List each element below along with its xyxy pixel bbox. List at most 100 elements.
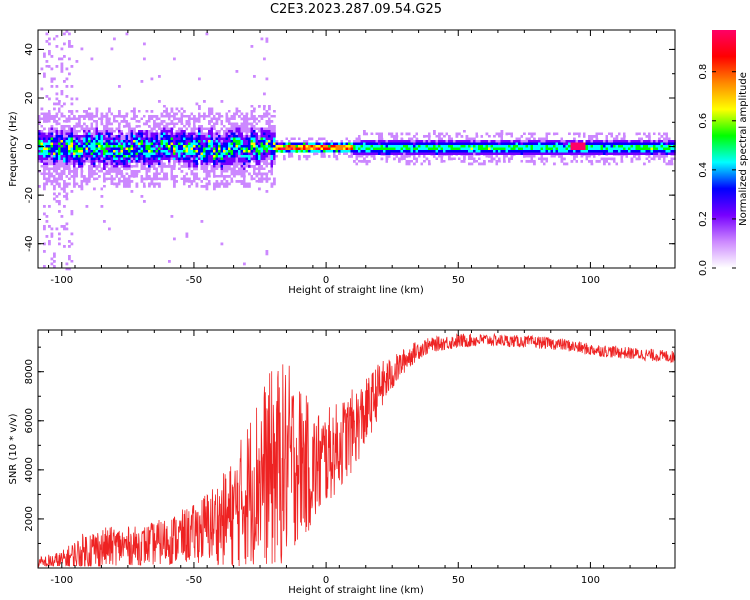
heat-cell — [530, 157, 534, 161]
heat-cell — [608, 142, 611, 146]
heat-cell — [143, 182, 146, 186]
heat-cell — [80, 115, 84, 118]
heat-cell — [215, 120, 219, 123]
heat-cell — [648, 137, 651, 141]
heat-cell — [570, 142, 574, 146]
heat-cell — [188, 150, 191, 153]
heat-cell — [143, 167, 146, 171]
heat-cell — [363, 145, 366, 148]
heat-cell — [200, 140, 204, 143]
heat-cell — [148, 157, 151, 161]
heat-cell — [50, 162, 54, 166]
heat-cell — [53, 265, 56, 268]
heat-cell — [83, 180, 86, 183]
heat-cell — [408, 160, 411, 163]
heat-cell — [258, 180, 261, 183]
heat-cell — [173, 145, 176, 148]
heat-cell — [173, 135, 176, 138]
heat-cell — [650, 155, 654, 158]
heat-cell — [130, 142, 134, 146]
heat-cell — [450, 140, 454, 143]
heat-cell — [125, 167, 129, 171]
heat-cell — [535, 145, 539, 148]
heat-cell — [160, 157, 164, 161]
heat-cell — [333, 142, 336, 146]
heat-cell — [275, 145, 279, 148]
heat-cell — [138, 127, 141, 131]
heat-cell — [173, 112, 176, 116]
heat-cell — [455, 147, 459, 151]
x-tick-label: -100 — [50, 575, 73, 586]
heat-cell — [238, 135, 241, 138]
heat-cell — [560, 155, 564, 158]
heat-cell — [343, 147, 346, 151]
heat-cell — [413, 147, 416, 151]
heat-cell — [378, 152, 381, 156]
heat-cell — [183, 177, 186, 181]
heat-cell — [138, 175, 141, 178]
heat-cell — [178, 115, 181, 118]
heat-cell — [183, 160, 186, 163]
heat-cell — [640, 145, 644, 148]
heat-cell — [480, 157, 484, 161]
heat-cell — [230, 115, 234, 118]
heat-cell — [210, 140, 214, 143]
heat-cell — [113, 135, 116, 138]
heat-cell — [155, 125, 159, 128]
heat-cell — [113, 155, 116, 158]
heat-cell — [118, 170, 121, 173]
heat-cell — [65, 142, 69, 146]
heat-cell — [578, 160, 581, 163]
heat-cell — [100, 120, 104, 123]
heat-cell — [610, 145, 614, 148]
heat-cell — [128, 167, 131, 171]
heat-cell — [193, 137, 196, 141]
heat-cell — [215, 122, 219, 126]
heat-cell — [270, 142, 274, 146]
heat-cell — [203, 137, 206, 141]
heat-cell — [260, 107, 264, 111]
heat-cell — [118, 110, 121, 113]
heat-cell — [200, 132, 204, 136]
heat-cell — [230, 110, 234, 113]
heat-cell — [665, 142, 669, 146]
heat-cell — [488, 142, 491, 146]
heat-cell — [73, 155, 76, 158]
heat-cell — [523, 147, 526, 151]
heat-cell — [138, 52, 141, 56]
heat-cell — [108, 170, 111, 173]
heat-cell — [60, 160, 64, 163]
heat-cell — [265, 40, 269, 43]
heat-cell — [208, 162, 211, 166]
heat-cell — [480, 145, 484, 148]
heat-cell — [533, 150, 536, 153]
heat-cell — [458, 160, 461, 163]
heat-cell — [190, 155, 194, 158]
heat-cell — [413, 135, 416, 138]
heat-cell — [425, 147, 429, 151]
heat-cell — [628, 135, 631, 138]
heat-cell — [428, 135, 431, 138]
heat-cell — [565, 137, 569, 141]
heat-cell — [195, 187, 199, 191]
heat-cell — [190, 152, 194, 156]
heat-cell — [188, 137, 191, 141]
heat-cell — [63, 102, 66, 106]
heat-cell — [220, 122, 224, 126]
heat-cell — [80, 172, 84, 176]
heat-cell — [95, 117, 99, 121]
heat-cell — [195, 182, 199, 186]
heat-cell — [55, 102, 59, 106]
heat-cell — [248, 145, 251, 148]
heat-cell — [63, 150, 66, 153]
heat-cell — [660, 145, 664, 148]
heat-cell — [520, 135, 524, 138]
heat-cell — [193, 150, 196, 153]
heat-cell — [118, 117, 121, 121]
heat-cell — [213, 127, 216, 131]
heat-cell — [363, 157, 366, 161]
heat-cell — [615, 160, 619, 163]
heat-cell — [268, 135, 271, 138]
heat-cell — [538, 150, 541, 153]
heat-cell — [125, 140, 129, 143]
